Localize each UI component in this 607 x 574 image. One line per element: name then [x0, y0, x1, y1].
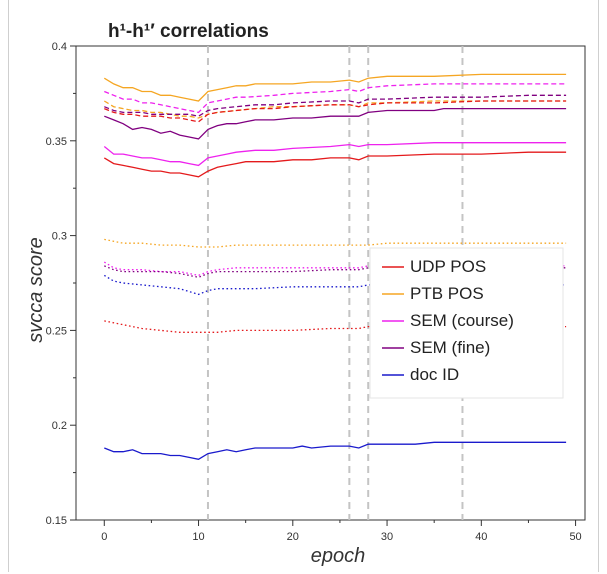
series-line-3: [103, 100, 567, 119]
legend-box: [369, 247, 564, 399]
x-tick-label-40: 40: [475, 531, 487, 543]
x-axis-title: epoch: [311, 545, 366, 567]
y-tick-label-0: 0.15: [46, 515, 67, 527]
series-line-14: [104, 441, 567, 460]
legend-label-1: UDP POS: [410, 257, 486, 276]
x-tick-label-0: 0: [101, 531, 107, 543]
legend-label-2: PTB POS: [410, 284, 484, 303]
chart-frame: [8, 0, 599, 572]
legend-label-3: SEM (course): [410, 311, 514, 330]
series-line-4: [104, 94, 567, 117]
series-line-5: [104, 100, 567, 123]
series-line-1: [103, 73, 567, 102]
series-line-9: [104, 238, 567, 248]
legend-label-4: SEM (fine): [410, 338, 490, 357]
y-axis-title: svcca score: [25, 237, 47, 343]
legend: UDP POS PTB POS SEM (course) SEM (fine) doc …: [369, 247, 564, 399]
x-tick-label-20: 20: [287, 531, 299, 543]
legend-label-5: doc ID: [410, 365, 459, 384]
axis-ticks: 0 10 20 30 40 50 0.15 0.2 0.25 0.3 0.35 0.4: [46, 41, 582, 543]
x-tick-label-10: 10: [192, 531, 204, 543]
series-line-2: [104, 83, 567, 114]
chart-title: h¹-h¹′ correlations: [108, 21, 269, 42]
y-tick-label-3: 0.3: [52, 231, 67, 243]
y-tick-label-4: 0.35: [46, 136, 67, 148]
series-line-6: [104, 107, 567, 140]
series-line-10: [103, 261, 567, 277]
series-line-8: [103, 151, 567, 178]
y-tick-label-1: 0.2: [52, 420, 67, 432]
y-tick-label-5: 0.4: [52, 41, 67, 53]
series-line-12: [103, 274, 567, 296]
y-tick-label-2: 0.25: [46, 325, 67, 337]
x-tick-label-30: 30: [381, 531, 393, 543]
x-tick-label-50: 50: [569, 531, 581, 543]
series-line-7: [103, 142, 567, 167]
